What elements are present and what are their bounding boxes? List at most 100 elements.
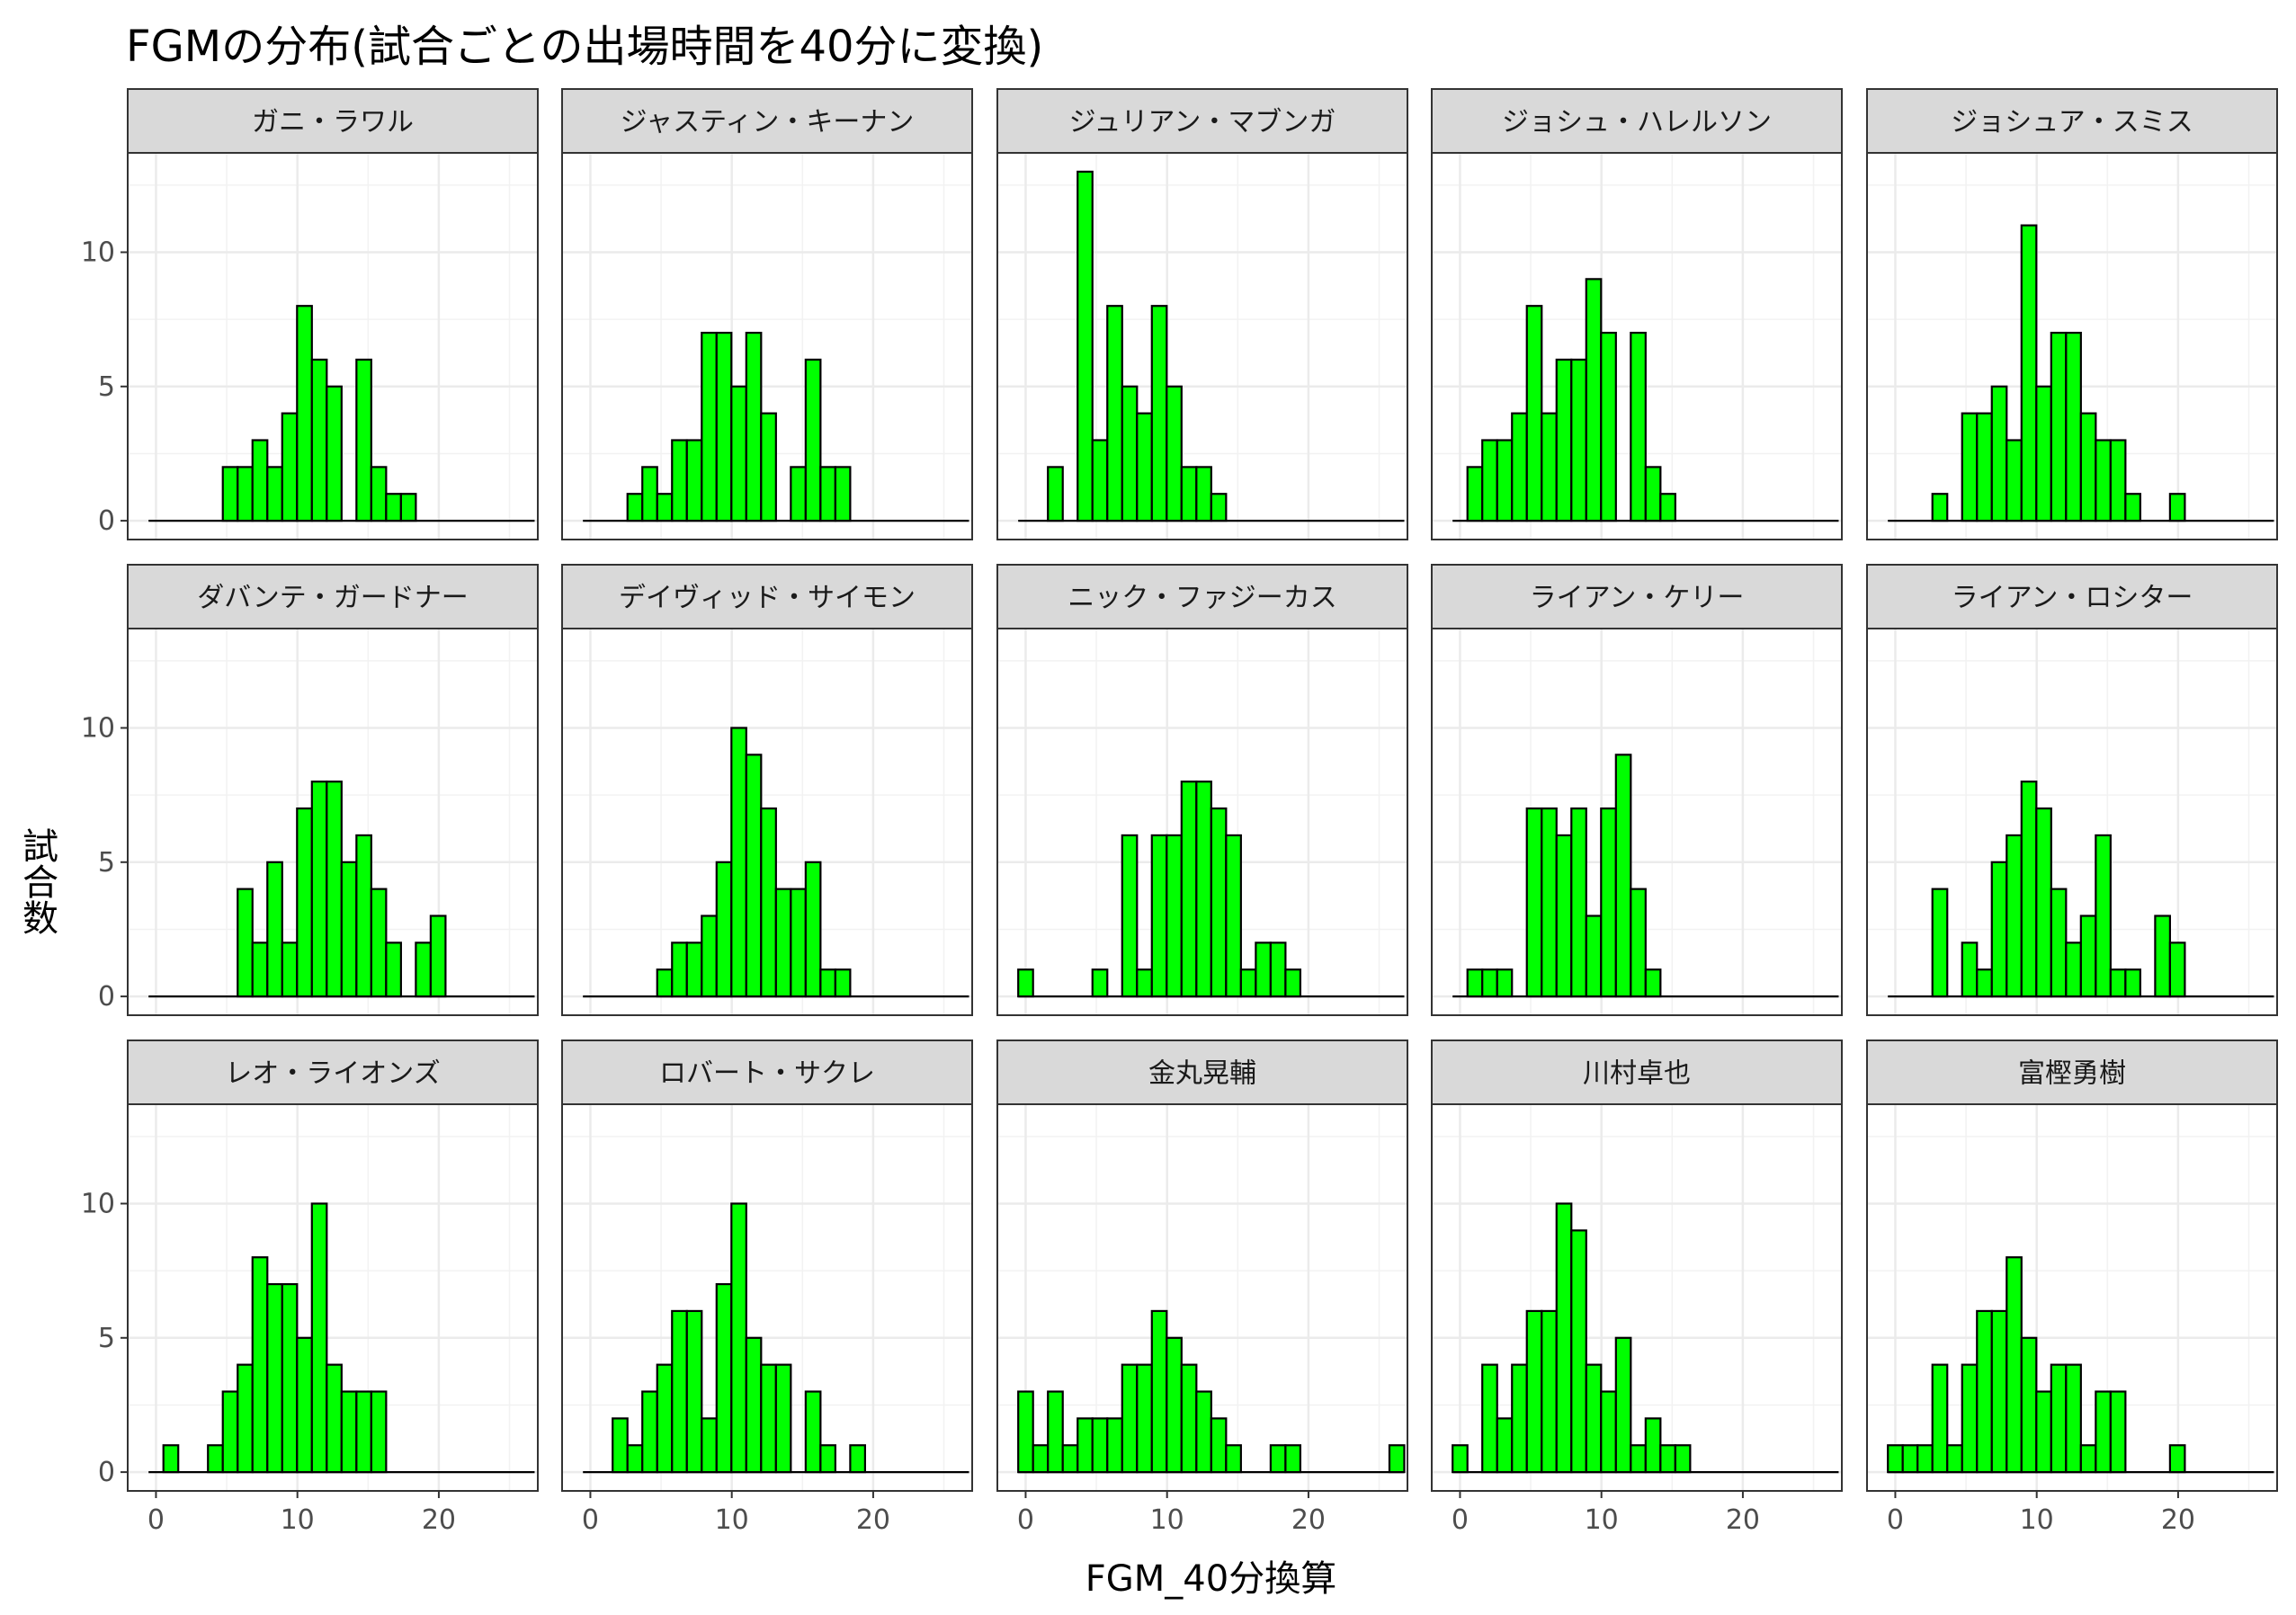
- y-tick-label: 10: [81, 1188, 115, 1219]
- histogram-bar: [1541, 412, 1558, 522]
- histogram-bar: [2050, 888, 2068, 998]
- histogram-bar: [715, 861, 733, 998]
- panel-border: [1866, 1103, 2278, 1492]
- histogram-bar: [2020, 1336, 2038, 1474]
- histogram-bar: [2050, 1363, 2068, 1474]
- histogram-bar: [429, 915, 447, 998]
- panel-border: [127, 152, 539, 540]
- facet-strip-label: ライアン・ロシター: [1952, 583, 2193, 614]
- panel-border: [1866, 628, 2278, 1016]
- histogram-bar: [745, 331, 763, 522]
- histogram-bar: [1630, 331, 1647, 522]
- histogram-bar: [1210, 807, 1228, 998]
- histogram-bar: [1525, 807, 1543, 998]
- histogram-bar: [310, 781, 328, 998]
- facet-panel: 川村卓也 0 10 20: [1431, 1039, 1843, 1536]
- histogram-bar: [1150, 305, 1168, 522]
- histogram-bar: [1990, 861, 2008, 998]
- histogram-bar: [1570, 1229, 1587, 1474]
- histogram-bar: [685, 1309, 703, 1474]
- histogram-bar: [1600, 807, 1617, 998]
- histogram-bar: [1017, 968, 1034, 998]
- histogram-bar: [281, 1282, 299, 1474]
- histogram-bar: [2006, 439, 2023, 522]
- histogram-bar: [1136, 412, 1153, 522]
- panel-border: [561, 628, 973, 1016]
- x-tick-label: 10: [1585, 1504, 1619, 1536]
- histogram-bar: [251, 941, 269, 998]
- x-tick-label: 0: [1017, 1504, 1034, 1536]
- panel-border: [1431, 628, 1843, 1016]
- x-tick-label: 20: [856, 1504, 890, 1536]
- histogram-bar: [1644, 1417, 1662, 1474]
- histogram-bar: [760, 412, 777, 522]
- histogram-bar: [656, 1363, 674, 1474]
- facet-panel: ジョシュ・ハレルソン: [1431, 88, 1843, 540]
- facet-strip-label: ニック・ファジーカス: [1068, 583, 1336, 614]
- facet-strip: [1431, 1039, 1843, 1105]
- y-tick-label: 0: [98, 505, 115, 537]
- histogram-bar: [1496, 968, 1514, 998]
- histogram-bar: [760, 1363, 777, 1474]
- facet-strip: [127, 1039, 539, 1105]
- histogram-bar: [1255, 941, 1272, 998]
- x-tick-label: 20: [2161, 1504, 2195, 1536]
- panel-border: [996, 1103, 1408, 1492]
- histogram-bar: [1121, 1363, 1139, 1474]
- histogram-bar: [2095, 1390, 2112, 1474]
- panel-border: [996, 152, 1408, 540]
- histogram-bar: [1047, 1390, 1064, 1474]
- histogram-bar: [1555, 358, 1573, 522]
- histogram-bar: [1481, 439, 1498, 522]
- histogram-bar: [2065, 941, 2082, 998]
- histogram-bar: [1136, 968, 1153, 998]
- histogram-bar: [310, 1202, 328, 1474]
- histogram-bar: [2020, 781, 2038, 998]
- histogram-bar: [1210, 493, 1228, 522]
- histogram-bar: [1570, 807, 1587, 998]
- facet-panel: ダバンテ・ガードナー 0 5 10: [81, 564, 539, 1016]
- histogram-bar: [730, 385, 747, 522]
- facet-panel: ジュリアン・マブンガ: [996, 88, 1408, 540]
- facet-strip-label: ジャスティン・キーナン: [621, 107, 915, 138]
- histogram-bar: [1077, 170, 1094, 522]
- facet-panel: 富樫勇樹 0 10 20: [1866, 1039, 2278, 1536]
- y-tick-label: 0: [98, 981, 115, 1013]
- histogram-bar: [1961, 1363, 1979, 1474]
- histogram-bar: [2020, 224, 2038, 522]
- histogram-bar: [2065, 1363, 2082, 1474]
- facet-panel: ロバート・サクレ 0 10 20: [561, 1039, 973, 1536]
- histogram-bar: [1091, 968, 1109, 998]
- histogram-bar: [1674, 1444, 1692, 1474]
- histogram-bar: [1496, 1417, 1514, 1474]
- histogram-bar: [1121, 385, 1139, 522]
- histogram-bar: [1511, 1363, 1528, 1474]
- histogram-bar: [701, 331, 718, 522]
- histogram-bar: [1284, 1444, 1301, 1474]
- x-tick-label: 20: [422, 1504, 456, 1536]
- facet-strip-label: デイヴィッド・サイモン: [619, 583, 916, 614]
- histogram-bar: [1106, 305, 1123, 522]
- histogram-bar: [1452, 1444, 1469, 1474]
- facet-strip-label: ダバンテ・ガードナー: [197, 583, 469, 614]
- histogram-bar: [612, 1417, 629, 1474]
- facet-strip: [1431, 564, 1843, 629]
- histogram-bar: [1990, 385, 2008, 522]
- histogram-bar: [1600, 331, 1617, 522]
- histogram-bar: [1600, 1390, 1617, 1474]
- histogram-bar: [1525, 305, 1543, 522]
- histogram-bar: [1931, 493, 1949, 522]
- histogram-bar: [730, 727, 747, 998]
- histogram-bar: [1195, 781, 1212, 998]
- histogram-bar: [819, 968, 836, 998]
- y-tick-label: 5: [98, 1323, 115, 1354]
- facet-strip-label: 富樫勇樹: [2018, 1058, 2126, 1090]
- histogram-bar: [355, 358, 372, 522]
- histogram-bar: [2109, 439, 2127, 522]
- histogram-bar: [641, 1390, 658, 1474]
- histogram-bar: [340, 1390, 358, 1474]
- histogram-bar: [251, 439, 269, 522]
- histogram-bar: [2168, 1444, 2186, 1474]
- y-tick-label: 5: [98, 371, 115, 403]
- histogram-bar: [1239, 968, 1257, 998]
